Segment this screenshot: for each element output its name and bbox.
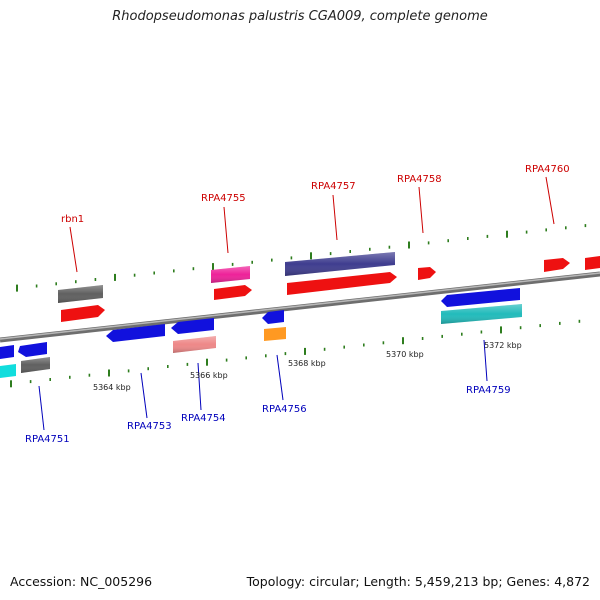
- position-label: 5366 kbp: [190, 371, 228, 380]
- gene-rpa4758[interactable]: [418, 267, 436, 280]
- reverse-leader-lines: [38, 339, 488, 431]
- gene-edge-right[interactable]: [585, 256, 600, 270]
- gene-label-rpa4757[interactable]: RPA4757: [311, 181, 356, 192]
- genome-backbone-highlight: [0, 272, 600, 340]
- gene-rpa4756-track[interactable]: [264, 327, 286, 341]
- gene-label-rbn1[interactable]: rbn1: [61, 214, 84, 225]
- gene-rpa4751[interactable]: [18, 342, 47, 357]
- gene-label-rpa4760[interactable]: RPA4760: [525, 164, 570, 175]
- gene-label-rpa4753[interactable]: RPA4753: [127, 421, 172, 432]
- gene-label-rpa4758[interactable]: RPA4758: [397, 174, 442, 185]
- topology-label: Topology: circular; Length: 5,459,213 bp…: [246, 574, 590, 589]
- position-label: 5372 kbp: [484, 341, 522, 350]
- position-label: 5368 kbp: [288, 359, 326, 368]
- gene-edge-left[interactable]: [0, 345, 14, 359]
- gene-label-rpa4754[interactable]: RPA4754: [181, 413, 226, 424]
- accession-label: Accession: NC_005296: [10, 574, 153, 589]
- gene-shading: [21, 252, 522, 373]
- gene-label-rpa4756[interactable]: RPA4756: [262, 404, 307, 415]
- gene-rpa4753[interactable]: [106, 324, 165, 342]
- reverse-tick-row: [10, 319, 581, 388]
- gene-rpa4756[interactable]: [262, 310, 284, 324]
- gene-label-rpa4751[interactable]: RPA4751: [25, 434, 70, 445]
- position-label: 5364 kbp: [93, 383, 131, 392]
- genome-backbone: [0, 271, 600, 343]
- gene-rpa4759[interactable]: [441, 288, 520, 307]
- gene-edge-left-track[interactable]: [0, 364, 16, 378]
- forward-leader-lines: [69, 176, 555, 273]
- gene-rbn1[interactable]: [61, 305, 105, 322]
- map-title: Rhodopseudomonas palustris CGA009, compl…: [112, 9, 488, 24]
- gene-rpa4757[interactable]: [287, 272, 397, 295]
- gene-rpa4760[interactable]: [544, 258, 570, 272]
- forward-tick-row: [16, 224, 587, 292]
- position-label: 5370 kbp: [386, 350, 424, 359]
- gene-rpa4755[interactable]: [214, 285, 252, 300]
- gene-rpa4754[interactable]: [171, 318, 214, 334]
- gene-label-rpa4755[interactable]: RPA4755: [201, 193, 246, 204]
- gene-label-rpa4759[interactable]: RPA4759: [466, 385, 511, 396]
